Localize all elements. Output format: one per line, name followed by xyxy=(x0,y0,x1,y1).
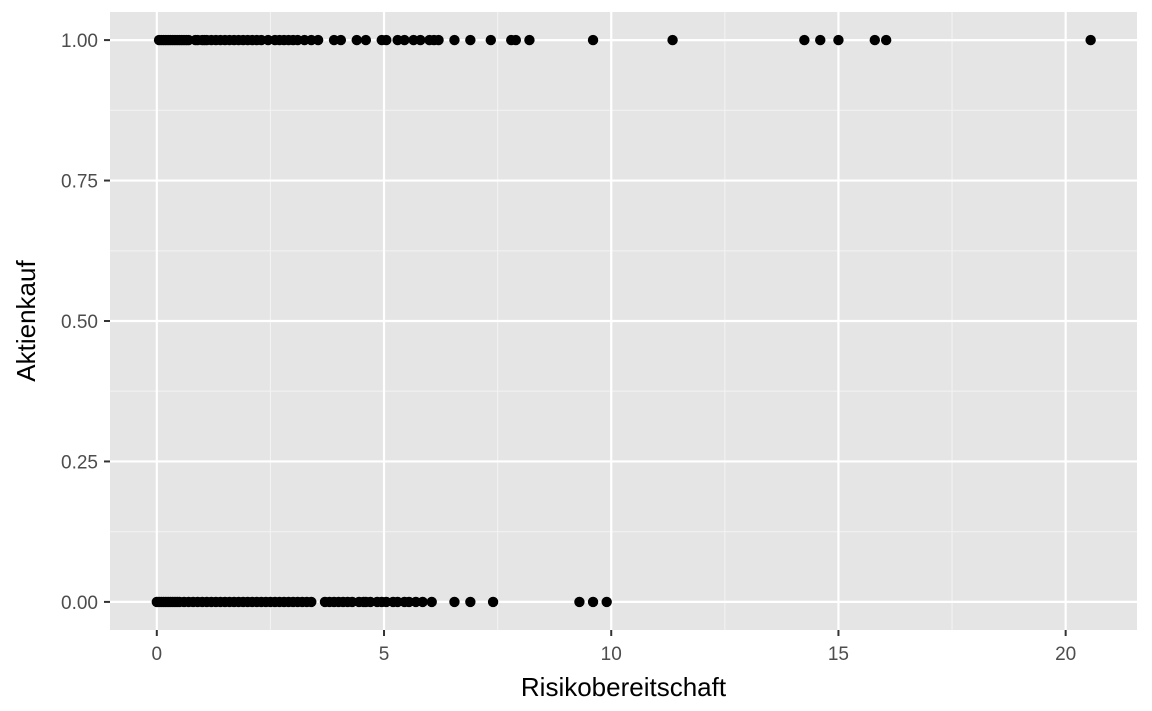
data-point xyxy=(833,34,844,46)
data-point xyxy=(381,34,392,46)
data-point xyxy=(667,34,678,46)
data-point xyxy=(399,34,410,46)
data-point xyxy=(510,34,521,46)
data-point xyxy=(587,596,599,608)
series-aktienkauf-0 xyxy=(151,596,612,608)
data-point xyxy=(524,34,535,46)
data-point xyxy=(880,34,892,46)
x-tick-label: 5 xyxy=(379,644,390,665)
data-point xyxy=(417,596,428,608)
data-point xyxy=(426,596,437,608)
data-point xyxy=(433,34,444,46)
data-point xyxy=(587,34,599,46)
y-tick-label: 0.25 xyxy=(61,452,98,473)
y-tick-label: 0.00 xyxy=(61,593,98,614)
x-tick-label: 20 xyxy=(1055,644,1076,665)
data-point xyxy=(815,34,826,46)
x-tick-label: 10 xyxy=(601,644,622,665)
data-point xyxy=(601,596,612,608)
data-point xyxy=(869,34,880,46)
data-point xyxy=(465,596,476,608)
data-point xyxy=(449,596,460,608)
y-axis: 0.00 0.25 0.50 0.75 1.00 xyxy=(61,31,110,614)
data-point xyxy=(351,34,362,46)
data-point xyxy=(306,596,317,608)
y-axis-title: Aktienkauf xyxy=(11,260,41,382)
data-point xyxy=(312,34,324,46)
data-point xyxy=(574,596,585,608)
data-point xyxy=(485,34,497,46)
data-point xyxy=(487,596,499,608)
x-axis: 0 5 10 15 20 xyxy=(152,630,1076,665)
series-aktienkauf-1 xyxy=(153,34,1096,46)
data-point xyxy=(335,34,347,46)
data-point xyxy=(465,34,476,46)
data-point xyxy=(360,34,372,46)
x-tick-label: 0 xyxy=(152,644,163,665)
data-point xyxy=(1085,34,1096,46)
data-point xyxy=(415,34,426,46)
data-point xyxy=(449,34,460,46)
x-tick-label: 15 xyxy=(828,644,849,665)
y-tick-label: 1.00 xyxy=(61,31,98,52)
data-point xyxy=(799,34,810,46)
y-tick-label: 0.75 xyxy=(61,172,98,193)
x-axis-title: Risikobereitschaft xyxy=(521,672,727,702)
y-tick-label: 0.50 xyxy=(61,312,98,333)
